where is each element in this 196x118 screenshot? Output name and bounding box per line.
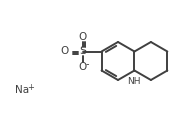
Text: -: - [86, 59, 89, 69]
Text: O: O [78, 61, 87, 72]
Text: NH: NH [127, 78, 140, 86]
Text: O: O [60, 46, 68, 57]
Text: O: O [78, 32, 87, 42]
Text: Na: Na [15, 85, 29, 95]
Text: S: S [79, 46, 86, 57]
Text: +: + [28, 82, 34, 91]
